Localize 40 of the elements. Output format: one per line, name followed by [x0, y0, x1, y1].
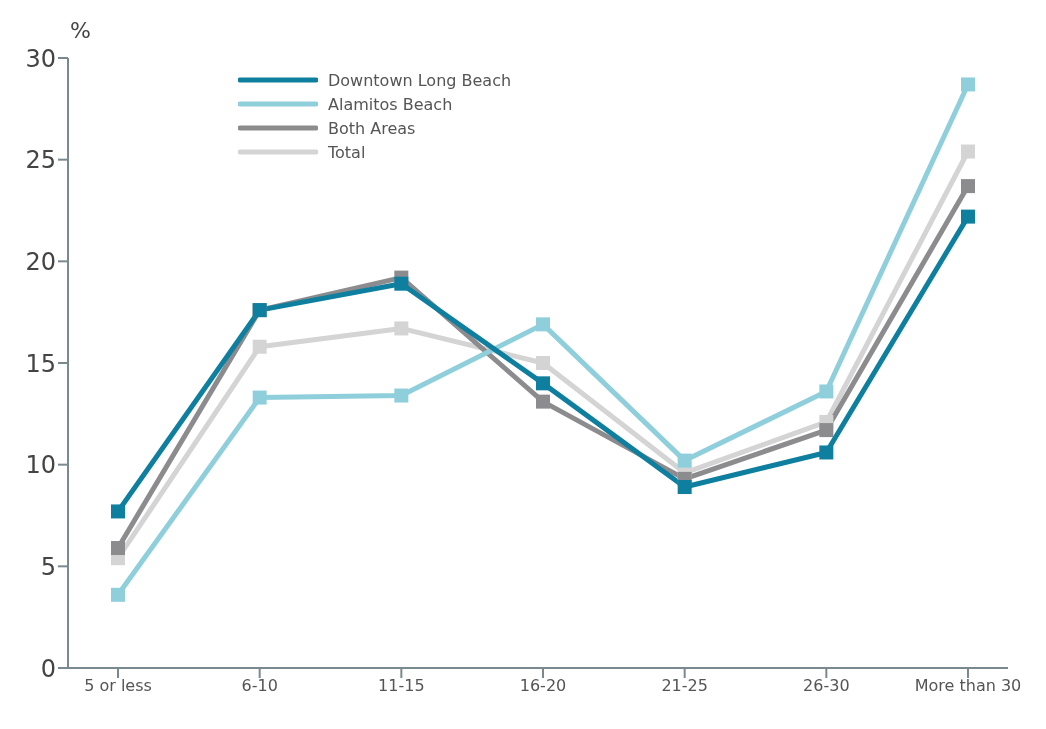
y-tick-label: 30 [25, 44, 56, 73]
y-tick-label: 0 [40, 654, 56, 683]
y-tick-label: 10 [25, 451, 56, 480]
legend-label: Both Areas [328, 118, 416, 138]
legend-label: Alamitos Beach [328, 94, 453, 114]
point [111, 587, 125, 602]
point [819, 423, 834, 438]
point [111, 504, 125, 519]
x-tick-label: 21-25 [661, 676, 708, 696]
point [961, 209, 975, 224]
point [961, 77, 975, 92]
y-tick-label: 5 [40, 552, 56, 581]
x-tick-label: 16-20 [519, 676, 567, 696]
y-tick-label: 15 [25, 349, 56, 378]
x-tick-label: More than 30 [914, 676, 1022, 696]
point [111, 541, 125, 556]
y-tick-label: 20 [25, 247, 56, 276]
y-axis-title: % [70, 18, 91, 43]
point [252, 339, 267, 354]
point [536, 317, 550, 332]
x-tick-label: 26-30 [803, 676, 850, 696]
point [819, 384, 834, 399]
point [536, 376, 550, 391]
point [394, 321, 409, 336]
point [961, 144, 975, 159]
point [394, 276, 409, 291]
point [252, 390, 267, 405]
point [961, 179, 975, 194]
point [819, 445, 834, 460]
point [677, 453, 692, 468]
point [394, 388, 409, 403]
point [536, 394, 550, 409]
legend-label: Downtown Long Beach [328, 70, 512, 90]
x-tick-label: 11-15 [378, 676, 425, 696]
point [536, 356, 550, 370]
x-tick-label: 6-10 [241, 676, 278, 696]
legend-label: Total [328, 142, 366, 162]
point [677, 480, 692, 495]
y-tick-label: 25 [25, 146, 56, 175]
x-tick-label: 5 or less [84, 676, 152, 696]
